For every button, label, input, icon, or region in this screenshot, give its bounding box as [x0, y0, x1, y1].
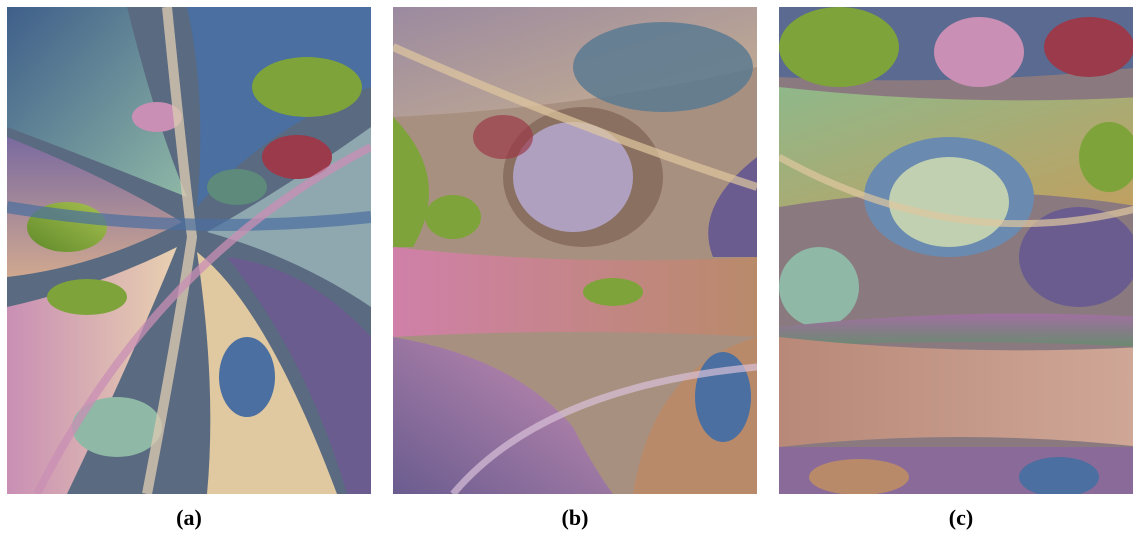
- fractal-render-b: [393, 7, 757, 494]
- fractal-render-c: [779, 7, 1133, 494]
- caption-b: (b): [561, 505, 589, 530]
- caption-a: (a): [176, 505, 202, 530]
- fractal-image-b: [393, 7, 757, 494]
- caption-c: (c): [948, 505, 974, 530]
- fractal-image-c: [779, 7, 1133, 494]
- fractal-image-a: [7, 7, 371, 494]
- fractal-render-a: [7, 7, 371, 494]
